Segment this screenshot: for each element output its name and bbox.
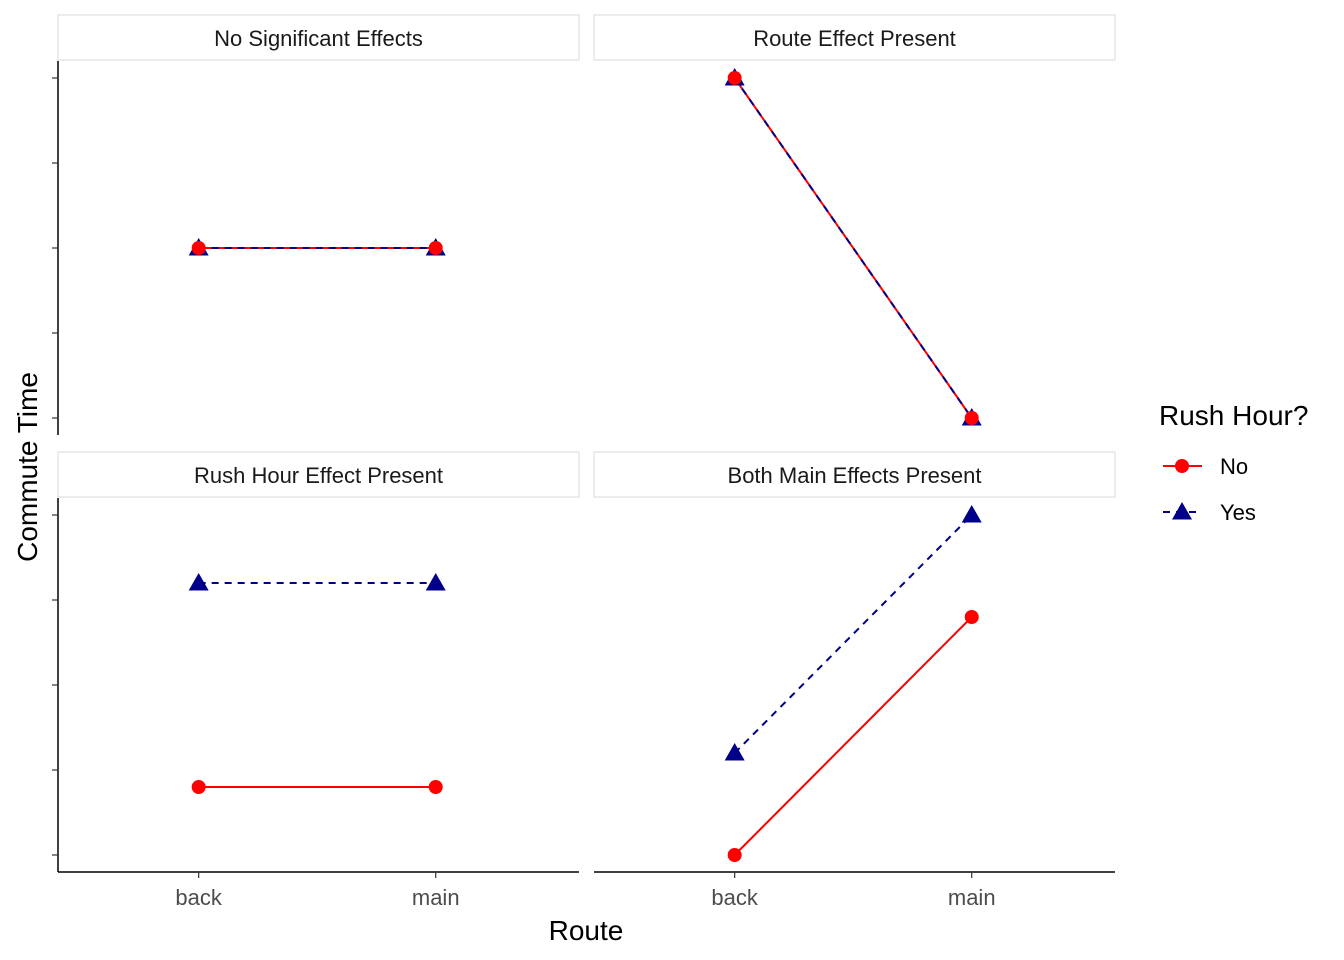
legend: Rush Hour? No Yes: [1159, 400, 1308, 525]
point-yes-back: [724, 743, 745, 761]
panel-3: Rush Hour Effect Present back main: [52, 451, 580, 910]
point-yes-main: [425, 573, 446, 591]
series-line-no: [733, 616, 973, 856]
facet-strip: [593, 14, 1116, 61]
legend-label-no: No: [1220, 454, 1248, 479]
point-no-back: [191, 241, 206, 255]
legend-key-circle: [1175, 459, 1189, 473]
facet-title: No Significant Effects: [214, 26, 423, 51]
legend-title: Rush Hour?: [1159, 400, 1308, 431]
y-axis-title: Commute Time: [12, 372, 43, 562]
series-line-yes: [733, 77, 973, 419]
panel-4: Both Main Effects Present back main: [593, 451, 1116, 910]
point-no-main: [428, 780, 443, 794]
legend-key-triangle: [1172, 502, 1192, 520]
point-no-back: [191, 780, 206, 794]
series-points: [188, 238, 446, 256]
series-points: [188, 573, 446, 794]
facet-strip: [57, 451, 580, 498]
point-no-back: [727, 71, 742, 85]
point-no-back: [727, 848, 742, 862]
point-no-main: [964, 411, 979, 425]
series-lines: [733, 514, 973, 856]
x-tick-label: back: [175, 885, 222, 910]
panels: No Significant Effects Route Effect Prese…: [52, 14, 1116, 910]
point-yes-main: [961, 505, 982, 523]
x-tick-label: back: [711, 885, 758, 910]
x-tick-label: main: [948, 885, 996, 910]
legend-keys: [1163, 459, 1202, 520]
facet-title: Both Main Effects Present: [728, 463, 982, 488]
point-no-main: [428, 241, 443, 255]
facet-strip: [593, 451, 1116, 498]
panel-2: Route Effect Present: [593, 14, 1116, 426]
facet-title: Route Effect Present: [753, 26, 956, 51]
point-yes-back: [188, 573, 209, 591]
facet-strip: [57, 14, 580, 61]
series-points: [724, 505, 982, 862]
point-no-main: [964, 610, 979, 624]
x-tick-label: main: [412, 885, 460, 910]
series-lines: [733, 77, 973, 419]
legend-label-yes: Yes: [1220, 500, 1256, 525]
facet-title: Rush Hour Effect Present: [194, 463, 443, 488]
series-lines: [198, 582, 436, 788]
series-points: [724, 68, 982, 426]
x-axis-title: Route: [549, 915, 624, 946]
panel-1: No Significant Effects: [52, 14, 580, 435]
series-line-yes: [733, 514, 973, 754]
